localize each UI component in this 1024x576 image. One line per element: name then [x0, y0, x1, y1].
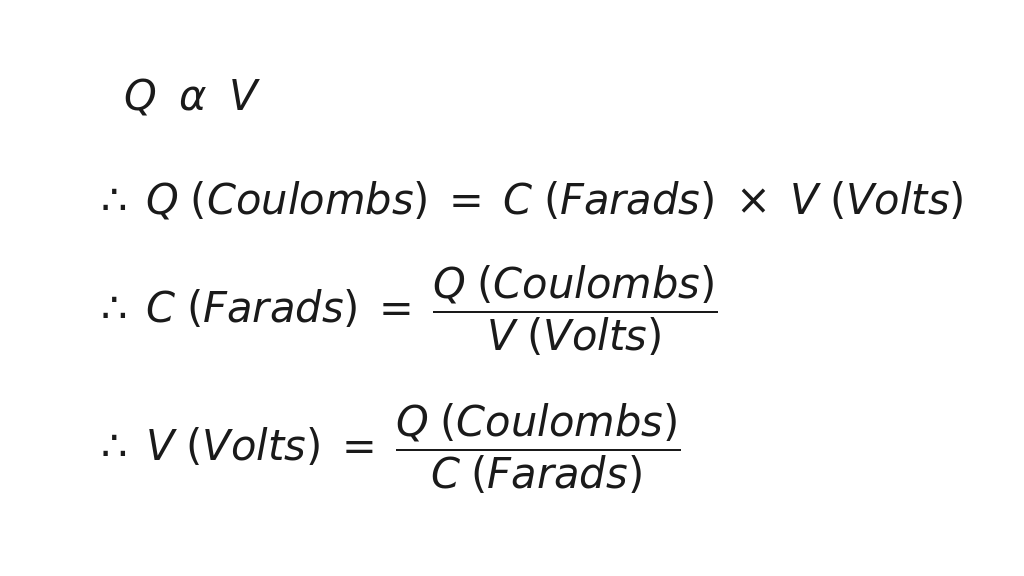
Text: $\therefore \; \mathit{C \; (Farads) \; = \; \dfrac{Q \; (Coulombs)}{V \; (Volts: $\therefore \; \mathit{C \; (Farads) \; … — [92, 264, 718, 358]
Text: $\therefore \; \mathit{Q \; (Coulombs) \; = \; C \; (Farads) \; \times \; V \; (: $\therefore \; \mathit{Q \; (Coulombs) \… — [92, 181, 964, 222]
Text: $\mathit{Q \;\; \alpha \;\; V}$: $\mathit{Q \;\; \alpha \;\; V}$ — [123, 77, 261, 119]
Text: $\therefore \; \mathit{V \; (Volts) \; = \; \dfrac{Q \; (Coulombs)}{C \; (Farads: $\therefore \; \mathit{V \; (Volts) \; =… — [92, 402, 681, 497]
